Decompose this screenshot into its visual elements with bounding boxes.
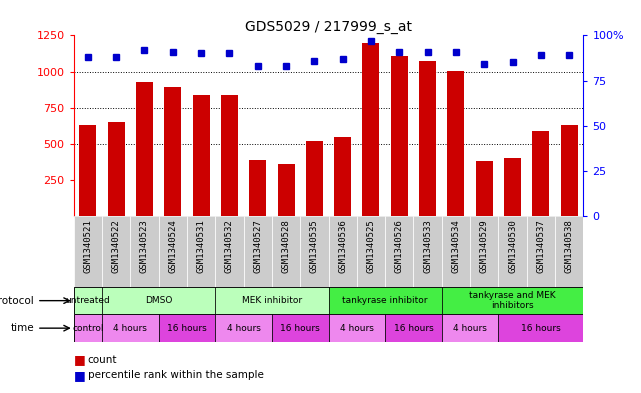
Bar bbox=[249, 160, 266, 216]
Bar bbox=[136, 82, 153, 216]
Bar bbox=[419, 61, 436, 216]
Text: GSM1340526: GSM1340526 bbox=[395, 220, 404, 274]
Bar bbox=[532, 131, 549, 216]
Text: GSM1340534: GSM1340534 bbox=[451, 220, 460, 274]
Bar bbox=[476, 161, 493, 216]
Bar bbox=[215, 314, 272, 342]
Bar bbox=[329, 216, 357, 287]
Text: 4 hours: 4 hours bbox=[113, 324, 147, 332]
Text: 16 hours: 16 hours bbox=[521, 324, 561, 332]
Text: GSM1340530: GSM1340530 bbox=[508, 220, 517, 274]
Bar bbox=[329, 314, 385, 342]
Text: protocol: protocol bbox=[0, 296, 34, 306]
Text: ■: ■ bbox=[74, 353, 85, 366]
Text: GSM1340524: GSM1340524 bbox=[169, 220, 178, 274]
Text: 4 hours: 4 hours bbox=[227, 324, 260, 332]
Bar bbox=[159, 314, 215, 342]
Text: GSM1340537: GSM1340537 bbox=[537, 220, 545, 274]
Bar bbox=[164, 87, 181, 216]
Bar bbox=[108, 122, 124, 216]
Text: GSM1340527: GSM1340527 bbox=[253, 220, 262, 274]
Bar bbox=[499, 216, 527, 287]
Bar bbox=[130, 216, 159, 287]
Text: 16 hours: 16 hours bbox=[280, 324, 320, 332]
Text: tankyrase inhibitor: tankyrase inhibitor bbox=[342, 296, 428, 305]
Bar bbox=[385, 216, 413, 287]
Bar bbox=[187, 216, 215, 287]
Text: GSM1340525: GSM1340525 bbox=[367, 220, 376, 274]
Text: GSM1340533: GSM1340533 bbox=[423, 220, 432, 274]
Bar bbox=[334, 137, 351, 216]
Bar bbox=[272, 314, 329, 342]
Bar bbox=[442, 216, 470, 287]
Bar bbox=[74, 216, 102, 287]
Bar bbox=[527, 216, 555, 287]
Text: GSM1340529: GSM1340529 bbox=[479, 220, 488, 274]
Text: percentile rank within the sample: percentile rank within the sample bbox=[88, 370, 263, 380]
Bar bbox=[74, 287, 102, 314]
Bar bbox=[363, 42, 379, 216]
Bar bbox=[447, 71, 464, 216]
Bar bbox=[555, 216, 583, 287]
Bar bbox=[391, 56, 408, 216]
Text: GSM1340531: GSM1340531 bbox=[197, 220, 206, 274]
Text: count: count bbox=[88, 354, 117, 365]
Bar bbox=[499, 314, 583, 342]
Bar bbox=[385, 314, 442, 342]
Text: 4 hours: 4 hours bbox=[453, 324, 487, 332]
Bar bbox=[504, 158, 521, 216]
Bar bbox=[442, 314, 499, 342]
Bar bbox=[215, 216, 244, 287]
Text: DMSO: DMSO bbox=[145, 296, 172, 305]
Bar bbox=[300, 216, 329, 287]
Bar bbox=[193, 95, 210, 216]
Text: GSM1340528: GSM1340528 bbox=[281, 220, 290, 274]
Text: GSM1340536: GSM1340536 bbox=[338, 220, 347, 274]
Bar bbox=[442, 287, 583, 314]
Text: ■: ■ bbox=[74, 369, 85, 382]
Bar bbox=[74, 314, 102, 342]
Text: GSM1340535: GSM1340535 bbox=[310, 220, 319, 274]
Text: 16 hours: 16 hours bbox=[167, 324, 207, 332]
Title: GDS5029 / 217999_s_at: GDS5029 / 217999_s_at bbox=[245, 20, 412, 34]
Text: 4 hours: 4 hours bbox=[340, 324, 374, 332]
Bar bbox=[329, 287, 442, 314]
Text: untreated: untreated bbox=[65, 296, 110, 305]
Bar bbox=[561, 125, 578, 216]
Bar bbox=[357, 216, 385, 287]
Text: control: control bbox=[72, 324, 104, 332]
Text: MEK inhibitor: MEK inhibitor bbox=[242, 296, 302, 305]
Bar bbox=[102, 216, 130, 287]
Text: GSM1340521: GSM1340521 bbox=[83, 220, 92, 274]
Bar bbox=[102, 287, 215, 314]
Text: GSM1340523: GSM1340523 bbox=[140, 220, 149, 274]
Text: tankyrase and MEK
inhibitors: tankyrase and MEK inhibitors bbox=[469, 291, 556, 310]
Bar bbox=[413, 216, 442, 287]
Bar bbox=[215, 287, 329, 314]
Text: time: time bbox=[10, 323, 34, 333]
Bar bbox=[272, 216, 300, 287]
Bar bbox=[221, 95, 238, 216]
Bar bbox=[244, 216, 272, 287]
Bar bbox=[102, 314, 159, 342]
Text: 16 hours: 16 hours bbox=[394, 324, 433, 332]
Bar bbox=[470, 216, 499, 287]
Bar bbox=[278, 164, 294, 216]
Text: GSM1340538: GSM1340538 bbox=[565, 220, 574, 274]
Text: GSM1340522: GSM1340522 bbox=[112, 220, 121, 274]
Bar bbox=[306, 141, 323, 216]
Bar bbox=[79, 125, 96, 216]
Text: GSM1340532: GSM1340532 bbox=[225, 220, 234, 274]
Bar bbox=[159, 216, 187, 287]
